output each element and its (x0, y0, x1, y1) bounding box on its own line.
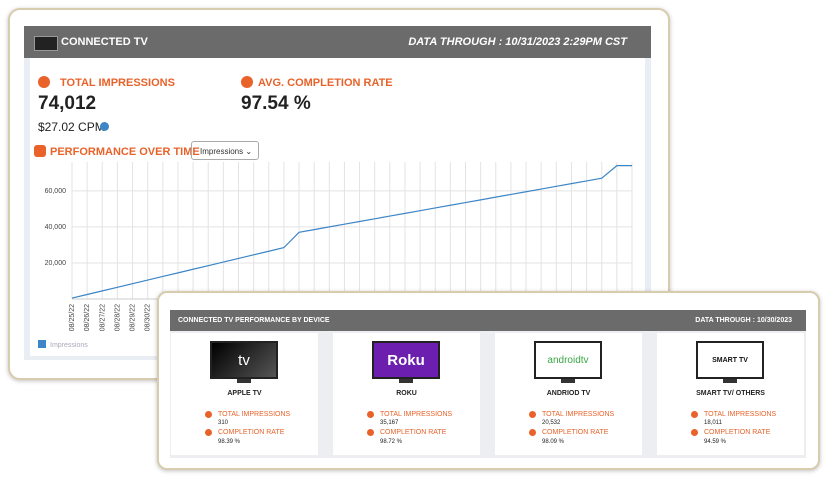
device-title: CONNECTED TV PERFORMANCE BY DEVICE (178, 317, 330, 324)
rate-icon (529, 429, 536, 436)
perf-title: PERFORMANCE OVER TIME (50, 146, 200, 158)
x-tick-label: 08/26/22 (84, 304, 91, 331)
tv-stand (723, 379, 737, 383)
device-tile: SMART TV SMART TV/ OTHERS TOTAL IMPRESSION… (657, 333, 804, 455)
imp-icon (205, 411, 212, 418)
rate-icon (241, 76, 253, 88)
imp-icon (367, 411, 374, 418)
imp-value: 18,011 (704, 420, 722, 426)
rate-icon (205, 429, 212, 436)
y-tick-label: 40,000 (45, 224, 67, 231)
info-icon[interactable] (100, 122, 109, 131)
tv-stand (399, 379, 413, 383)
line (71, 165, 632, 299)
rate-value: 94.59 % (704, 439, 727, 445)
imp-value: 20,532 (542, 420, 561, 426)
impressions-icon (38, 76, 50, 88)
legend-swatch (38, 340, 46, 348)
metric-select[interactable]: Impressions ⌄ (191, 141, 259, 160)
imp-label: TOTAL IMPRESSIONS (542, 411, 615, 418)
rate-label: COMPLETION RATE (542, 429, 609, 436)
rate-icon (367, 429, 374, 436)
device-logo: Roku (387, 351, 425, 369)
metric-label: TOTAL IMPRESSIONS (60, 77, 175, 89)
device-name: SMART TV/ OTHERS (696, 390, 765, 397)
x-tick-label: 08/29/22 (130, 304, 137, 331)
tv-stand (561, 379, 575, 383)
rate-value: 98.72 % (380, 439, 403, 445)
imp-label: TOTAL IMPRESSIONS (218, 411, 291, 418)
cpm: $27.02 CPM (38, 120, 105, 134)
tv-icon (34, 36, 58, 51)
device-tile: Roku ROKU TOTAL IMPRESSIONS 35,167 COMPLETIO… (333, 333, 480, 455)
device-logo: SMART TV (712, 356, 748, 364)
imp-value: 310 (218, 420, 229, 426)
x-tick-label: 08/30/22 (145, 304, 152, 331)
x-tick-label: 08/28/22 (114, 304, 121, 331)
device-logo: androidtv (547, 354, 589, 366)
tv-stand (237, 379, 251, 383)
y-tick-label: 20,000 (45, 260, 67, 267)
tv-screen: tv (210, 341, 278, 379)
device-header: CONNECTED TV PERFORMANCE BY DEVICE DATA … (170, 310, 806, 331)
perf-icon (34, 145, 46, 157)
rate-label: COMPLETION RATE (380, 429, 447, 436)
y-tick-label: 60,000 (45, 188, 67, 195)
x-tick-label: 08/25/22 (69, 304, 76, 331)
imp-label: TOTAL IMPRESSIONS (380, 411, 453, 418)
imp-value: 35,167 (380, 420, 399, 426)
metric-value: 74,012 (38, 93, 97, 114)
tv-screen: SMART TV (696, 341, 764, 379)
tv-screen: Roku (372, 341, 440, 379)
header-title: CONNECTED TV (61, 36, 148, 48)
rate-icon (691, 429, 698, 436)
rate-label: COMPLETION RATE (218, 429, 285, 436)
imp-icon (691, 411, 698, 418)
tv-screen: androidtv (534, 341, 602, 379)
x-tick-label: 08/27/22 (99, 304, 106, 331)
device-tile: androidtv ANDRIOD TV TOTAL IMPRESSIONS 20,5… (495, 333, 642, 455)
chart: 20,000 40,000 60,000 08/25/22 08/26/22 08/27/… (38, 162, 633, 349)
device-through: DATA THROUGH : 10/30/2023 (695, 317, 792, 324)
legend-label: Impressions (50, 342, 88, 349)
device-name: APPLE TV (227, 390, 262, 397)
rate-value: 98.39 % (218, 439, 241, 445)
header: CONNECTED TV DATA THROUGH : 10/31/2023 2… (24, 26, 651, 58)
data-through: DATA THROUGH : 10/31/2023 2:29PM CST (408, 36, 627, 48)
rate-label: COMPLETION RATE (704, 429, 771, 436)
imp-label: TOTAL IMPRESSIONS (704, 411, 777, 418)
imp-icon (529, 411, 536, 418)
metric-label: AVG. COMPLETION RATE (258, 77, 393, 89)
device-name: ROKU (396, 390, 417, 397)
device-logo: tv (238, 351, 250, 369)
device-tile: tv APPLE TV TOTAL IMPRESSIONS 310 COMPLETION… (171, 333, 318, 455)
rate-value: 98.09 % (542, 439, 565, 445)
device-name: ANDRIOD TV (546, 390, 591, 397)
select-text: Impressions (200, 147, 244, 156)
metric-value: 97.54 % (241, 93, 311, 114)
